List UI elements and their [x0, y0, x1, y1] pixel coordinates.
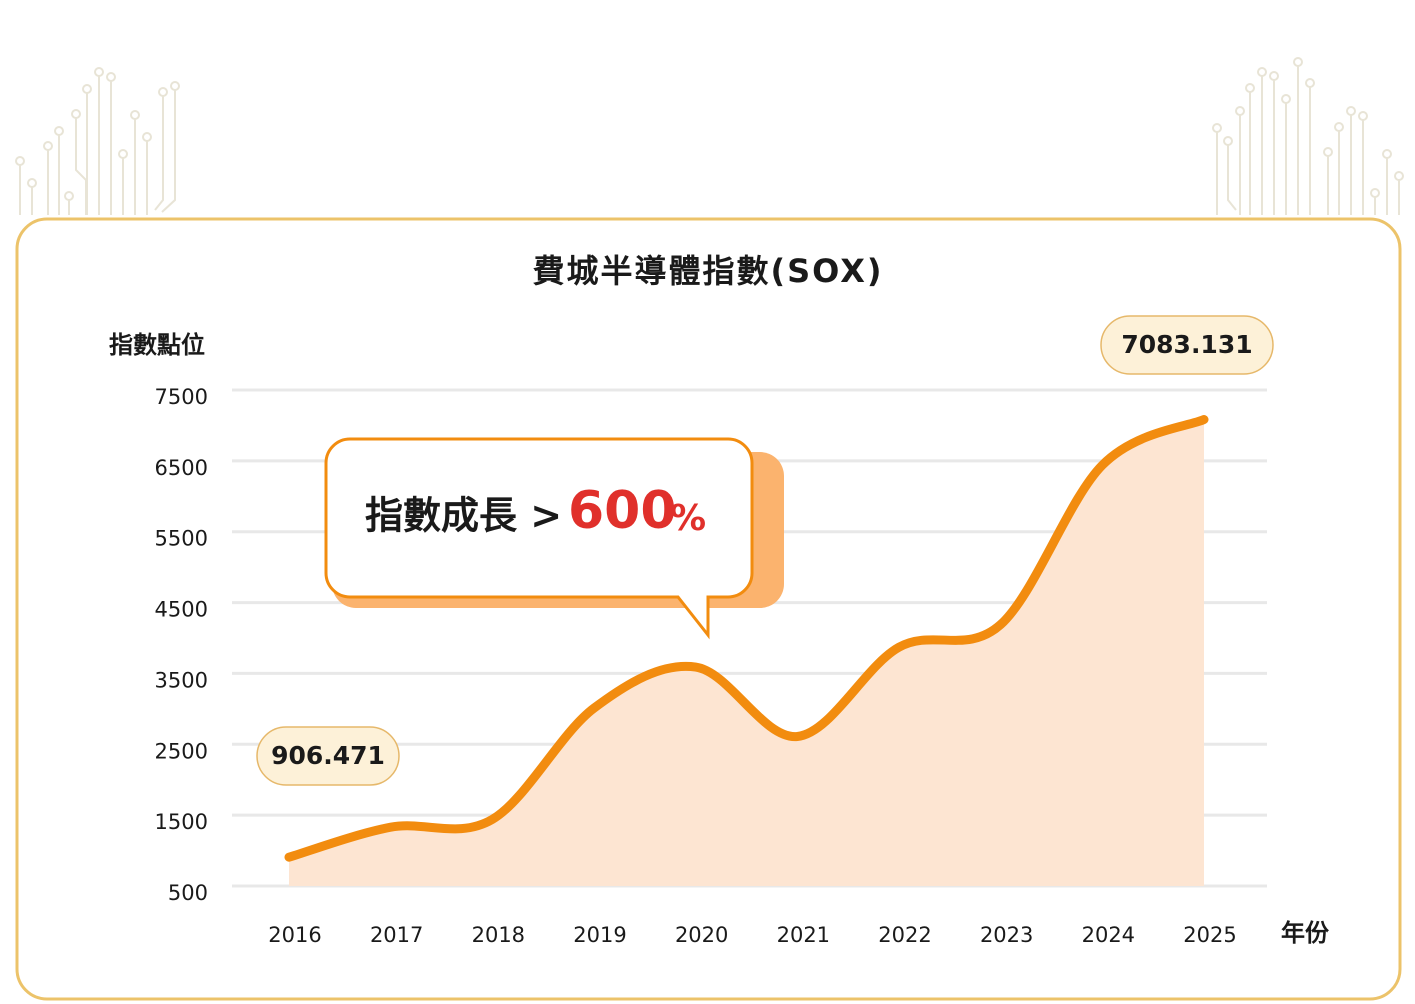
value-label: 906.471 — [271, 741, 385, 770]
x-tick-label: 2022 — [878, 923, 931, 947]
value-label-bubble — [1100, 315, 1274, 375]
x-tick-label: 2016 — [268, 923, 321, 947]
y-tick-label: 3500 — [155, 668, 208, 692]
plot: 500 1500 2500 3500 4500 5500 6500 7500 2016 2017 2… — [155, 315, 1274, 947]
y-tick-label: 5500 — [155, 527, 208, 551]
callout-highlight: 600 — [568, 481, 677, 541]
value-label: 7083.131 — [1121, 330, 1252, 359]
y-tick-label: 6500 — [155, 456, 208, 480]
y-tick-label: 4500 — [155, 598, 208, 622]
x-tick-label: 2017 — [370, 923, 423, 947]
x-tick-label: 2024 — [1082, 923, 1135, 947]
line — [284, 415, 1209, 862]
callout-text: 指數成長 > — [365, 494, 562, 538]
area — [289, 419, 1204, 886]
y-tick-label: 1500 — [155, 810, 208, 834]
x-tick-label: 2025 — [1183, 923, 1236, 947]
x-axis-title: 年份 — [1281, 919, 1330, 947]
y-tick-label: 2500 — [155, 739, 208, 763]
x-tick-label: 2021 — [777, 923, 830, 947]
x-tick-label: 2019 — [573, 923, 626, 947]
y-tick-label: 7500 — [155, 385, 208, 409]
x-tick-label: 2018 — [472, 923, 525, 947]
callout: 指數成長 > 600 % — [324, 437, 784, 640]
y-axis-title: 指數點位 — [109, 331, 205, 359]
x-tick-label: 2020 — [675, 923, 728, 947]
circuit-decoration — [15, 57, 1404, 215]
callout-unit: % — [670, 498, 706, 539]
y-tick-label: 500 — [168, 881, 208, 905]
chart-title: 費城半導體指數(SOX) — [532, 252, 883, 290]
value-label-bubble — [256, 726, 400, 786]
x-tick-label: 2023 — [980, 923, 1033, 947]
